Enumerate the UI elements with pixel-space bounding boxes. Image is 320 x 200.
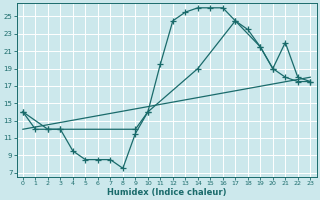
- X-axis label: Humidex (Indice chaleur): Humidex (Indice chaleur): [107, 188, 226, 197]
